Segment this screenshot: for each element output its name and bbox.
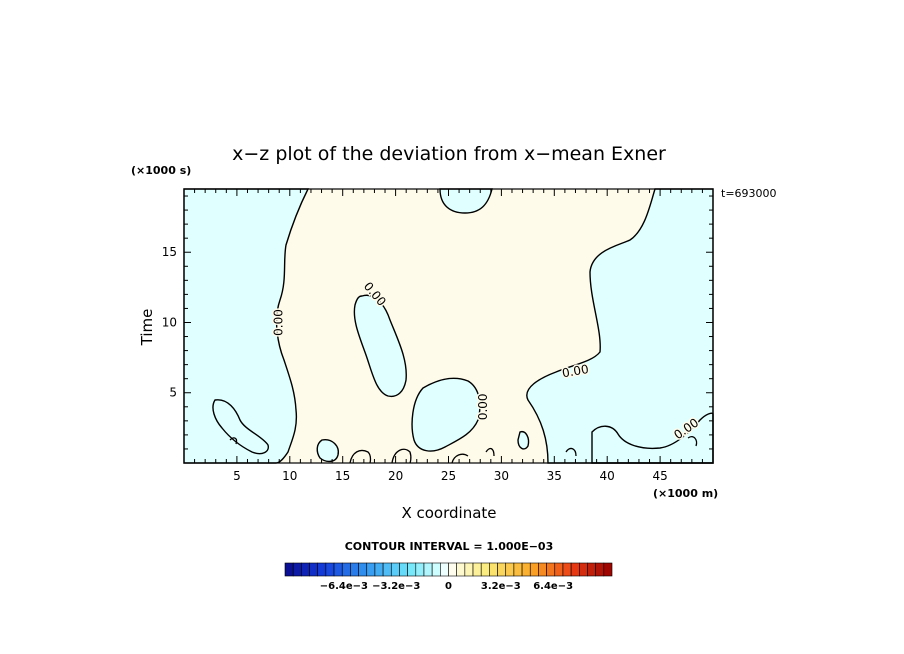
- x-tick-label: 20: [388, 469, 403, 483]
- colorbar-tick-label: −3.2e−3: [372, 581, 420, 592]
- colorbar-cell: [407, 562, 417, 577]
- colorbar-cell: [521, 562, 531, 577]
- neg-region-blob-4-line: [517, 431, 530, 450]
- colorbar-cell: [570, 562, 580, 577]
- neg-region-blob-1: [212, 399, 269, 454]
- neg-region-right: [526, 189, 713, 463]
- neg-region-blob-2-line: [316, 439, 339, 463]
- x-tick-label: 15: [335, 469, 350, 483]
- neg-region-right-line: [526, 188, 714, 464]
- neg-region-lower: [412, 378, 480, 452]
- colorbar-cell: [309, 562, 318, 577]
- colorbar-cell: [489, 562, 498, 577]
- negative-regions: [184, 189, 713, 463]
- neg-region-middle-line: [353, 294, 407, 398]
- axis-ticks: 5 10 15 20 25 30 35 40 45 5 10 15: [162, 189, 713, 483]
- contour-interval-text: CONTOUR INTERVAL = 1.000E−03: [345, 540, 554, 553]
- contour-label: 0.00: [272, 309, 286, 336]
- neg-region-blob-1-line: [212, 399, 269, 455]
- colorbar-cell: [325, 562, 335, 577]
- neg-region-blob-2: [317, 439, 339, 462]
- colorbar-cell: [431, 562, 441, 577]
- colorbar-cell: [382, 562, 392, 577]
- small-contour-line: [565, 447, 577, 457]
- colorbar-cell: [292, 562, 302, 577]
- colorbar-cell: [513, 562, 523, 577]
- colorbar-cell: [350, 562, 359, 577]
- colorbar-cell: [546, 562, 556, 577]
- neg-region-blob-3: [592, 413, 713, 463]
- x-tick-label: 40: [600, 469, 615, 483]
- colorbar-cell: [448, 562, 457, 577]
- x-tick-label: 30: [494, 469, 509, 483]
- colorbar-cell: [472, 562, 482, 577]
- contour-label: 0.00: [476, 393, 490, 420]
- small-contour-line: [349, 449, 372, 464]
- small-contour-line: [687, 436, 698, 447]
- y-tick-label: 15: [162, 245, 177, 259]
- x-unit-label: (×1000 m): [653, 487, 718, 500]
- zero-contour-lines: [183, 188, 714, 464]
- colorbar-tick-label: 6.4e−3: [533, 581, 573, 592]
- neg-region-left: [184, 189, 308, 463]
- plot-area: 0.000.000.000.000.00 5 10 15 20 25 30 35 40 4551…: [162, 188, 714, 483]
- colorbar-tick-label: −6.4e−3: [320, 581, 368, 592]
- colorbar-cell: [423, 562, 433, 577]
- colorbar-cell: [341, 562, 351, 577]
- colorbar-cell: [538, 562, 547, 577]
- colorbar-cell: [390, 562, 400, 577]
- colorbar-cell: [554, 562, 564, 577]
- y-axis-title: Time: [138, 309, 156, 347]
- colorbar-cell: [440, 562, 449, 577]
- colorbar-cell: [366, 562, 376, 577]
- neg-region-top-line: [439, 188, 493, 214]
- x-tick-label: 35: [547, 469, 562, 483]
- small-contour-line: [451, 453, 469, 464]
- colorbar-labels: −6.4e−3 −3.2e−3 0 3.2e−3 6.4e−3: [320, 581, 573, 592]
- colorbar-cell: [284, 562, 294, 577]
- small-contour-line: [229, 437, 238, 445]
- colorbar-tick-label: 3.2e−3: [481, 581, 521, 592]
- colorbar-cell: [562, 562, 572, 577]
- colorbar-cell: [333, 562, 343, 577]
- y-unit-label: (×1000 s): [131, 164, 191, 177]
- colorbar-cell: [529, 562, 539, 577]
- neg-region-middle: [354, 295, 407, 397]
- x-tick-label: 5: [233, 469, 241, 483]
- x-tick-label: 45: [652, 469, 667, 483]
- colorbar-cell: [595, 562, 605, 577]
- colorbar-cell: [480, 562, 490, 577]
- colorbar-cell: [374, 562, 384, 577]
- colorbar-cell: [603, 562, 613, 577]
- y-tick-label: 10: [162, 315, 177, 329]
- chart-title: x−z plot of the deviation from x−mean Ex…: [232, 143, 666, 165]
- neg-region-blob-4: [518, 431, 529, 449]
- colorbar-cell: [497, 562, 507, 577]
- colorbar-cell: [358, 562, 368, 577]
- x-axis-title: X coordinate: [401, 504, 496, 522]
- colorbar-cell: [399, 562, 408, 577]
- colorbar-cell: [505, 562, 515, 577]
- colorbar-tick-label: 0: [445, 581, 452, 592]
- small-contour-line: [485, 447, 495, 457]
- neg-region-left-line: [183, 188, 310, 464]
- x-tick-label: 10: [282, 469, 297, 483]
- neg-region-top: [440, 189, 492, 213]
- colorbar-cell: [301, 562, 310, 577]
- contour-label: 0.00: [561, 362, 590, 380]
- colorbar-cell: [456, 562, 466, 577]
- colorbar-cell: [587, 562, 596, 577]
- small-contour-line: [391, 448, 412, 464]
- colorbar-cell: [415, 562, 425, 577]
- time-stamp: t=693000: [721, 187, 777, 200]
- colorbar-cell: [464, 562, 474, 577]
- neg-region-lower-line: [411, 377, 481, 452]
- colorbar-cell: [317, 562, 327, 577]
- x-tick-label: 25: [441, 469, 456, 483]
- colorbar: [284, 562, 613, 577]
- y-tick-label: 5: [169, 386, 177, 400]
- neg-region-blob-3-line: [591, 412, 714, 464]
- colorbar-cell: [578, 562, 588, 577]
